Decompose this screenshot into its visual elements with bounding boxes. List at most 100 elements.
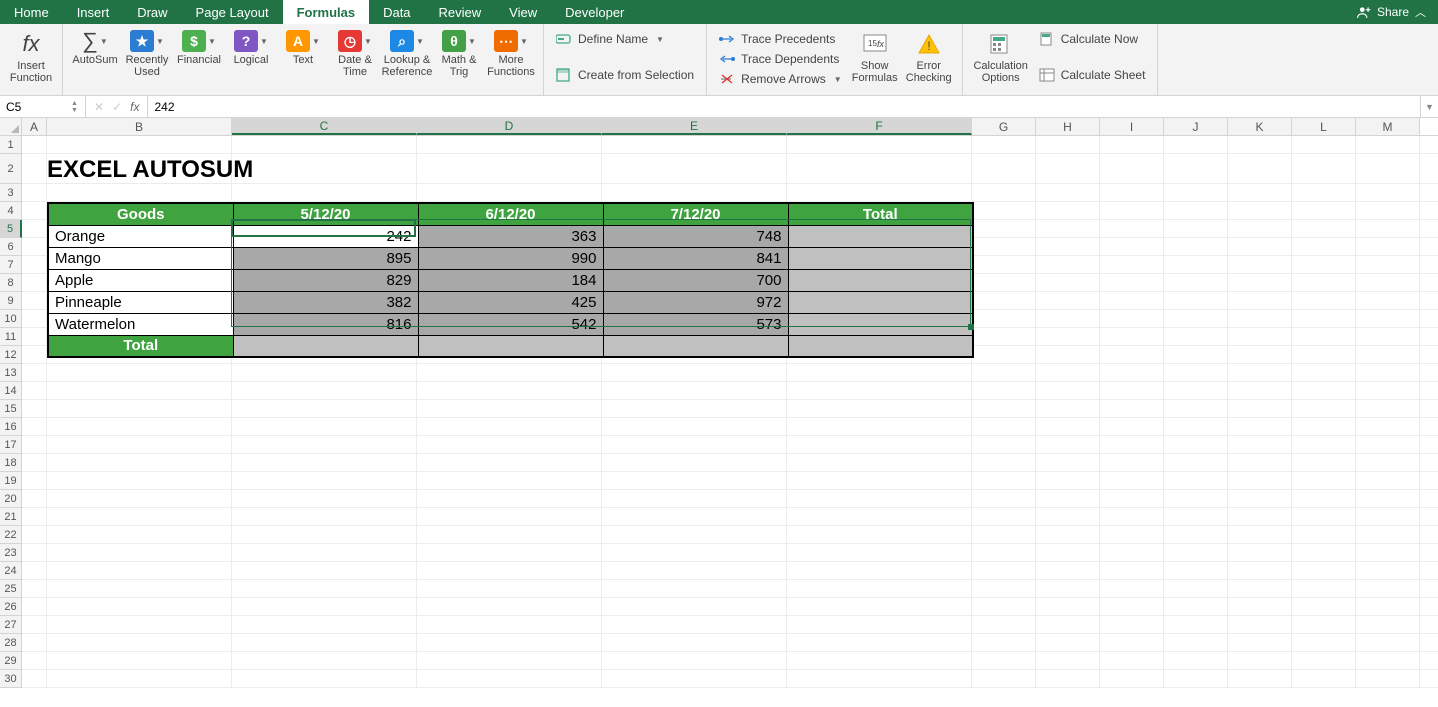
tab-draw[interactable]: Draw <box>123 0 181 24</box>
table-header[interactable]: Goods <box>48 203 233 225</box>
row-header-9[interactable]: 9 <box>0 292 22 310</box>
lookup-button[interactable]: ⌕▼Lookup &Reference <box>381 28 433 78</box>
column-header-D[interactable]: D <box>417 118 602 135</box>
row-header-17[interactable]: 17 <box>0 436 22 454</box>
fx-icon[interactable]: fx <box>130 100 139 114</box>
column-header-E[interactable]: E <box>602 118 787 135</box>
error-checking-button[interactable]: ! ErrorChecking <box>902 28 956 84</box>
column-header-I[interactable]: I <box>1100 118 1164 135</box>
row-header-26[interactable]: 26 <box>0 598 22 616</box>
share-button[interactable]: Share ︿ <box>1345 0 1438 24</box>
table-cell[interactable] <box>788 225 973 247</box>
table-header[interactable]: 7/12/20 <box>603 203 788 225</box>
row-header-16[interactable]: 16 <box>0 418 22 436</box>
row-header-12[interactable]: 12 <box>0 346 22 364</box>
row-header-23[interactable]: 23 <box>0 544 22 562</box>
row-header-13[interactable]: 13 <box>0 364 22 382</box>
row-header-29[interactable]: 29 <box>0 652 22 670</box>
table-cell[interactable] <box>418 335 603 357</box>
row-header-11[interactable]: 11 <box>0 328 22 346</box>
row-header-24[interactable]: 24 <box>0 562 22 580</box>
row-header-8[interactable]: 8 <box>0 274 22 292</box>
more-button[interactable]: ⋯▼MoreFunctions <box>485 28 537 78</box>
logical-button[interactable]: ?▼Logical <box>225 28 277 66</box>
table-total-label[interactable]: Total <box>48 335 233 357</box>
selection-handle[interactable] <box>968 324 974 330</box>
calculation-options-button[interactable]: CalculationOptions <box>969 28 1033 84</box>
name-box[interactable]: C5 ▲▼ <box>0 96 86 117</box>
table-cell[interactable]: 841 <box>603 247 788 269</box>
column-header-K[interactable]: K <box>1228 118 1292 135</box>
row-header-5[interactable]: 5 <box>0 220 22 238</box>
cells-area[interactable]: EXCEL AUTOSUM Goods5/12/206/12/207/12/20… <box>22 136 1438 688</box>
row-header-28[interactable]: 28 <box>0 634 22 652</box>
row-header-30[interactable]: 30 <box>0 670 22 688</box>
row-header-14[interactable]: 14 <box>0 382 22 400</box>
table-cell[interactable] <box>788 247 973 269</box>
table-cell[interactable]: 990 <box>418 247 603 269</box>
table-cell[interactable]: 573 <box>603 313 788 335</box>
row-header-4[interactable]: 4 <box>0 202 22 220</box>
table-cell[interactable] <box>788 335 973 357</box>
table-header[interactable]: Total <box>788 203 973 225</box>
row-header-20[interactable]: 20 <box>0 490 22 508</box>
name-box-spinner[interactable]: ▲▼ <box>71 96 83 117</box>
column-header-A[interactable]: A <box>22 118 47 135</box>
table-cell[interactable] <box>233 335 418 357</box>
row-header-2[interactable]: 2 <box>0 154 22 184</box>
column-header-L[interactable]: L <box>1292 118 1356 135</box>
row-header-7[interactable]: 7 <box>0 256 22 274</box>
remove-arrows-button[interactable]: Remove Arrows ▼ <box>717 70 844 88</box>
table-cell[interactable]: 425 <box>418 291 603 313</box>
table-cell[interactable]: Watermelon <box>48 313 233 335</box>
autosum-button[interactable]: ∑▼AutoSum <box>69 28 121 66</box>
tab-formulas[interactable]: Formulas <box>283 0 370 24</box>
formula-input[interactable]: 242 <box>148 96 1420 117</box>
table-cell[interactable]: 363 <box>418 225 603 247</box>
table-cell[interactable]: 972 <box>603 291 788 313</box>
table-cell[interactable] <box>788 291 973 313</box>
row-header-10[interactable]: 10 <box>0 310 22 328</box>
table-cell[interactable]: 748 <box>603 225 788 247</box>
show-formulas-button[interactable]: 15fx ShowFormulas <box>848 28 902 84</box>
row-header-15[interactable]: 15 <box>0 400 22 418</box>
row-header-6[interactable]: 6 <box>0 238 22 256</box>
column-header-J[interactable]: J <box>1164 118 1228 135</box>
column-header-F[interactable]: F <box>787 118 972 135</box>
calculate-now-button[interactable]: Calculate Now <box>1037 30 1148 48</box>
table-cell[interactable]: 895 <box>233 247 418 269</box>
enter-icon[interactable]: ✓ <box>112 100 122 114</box>
row-header-18[interactable]: 18 <box>0 454 22 472</box>
table-cell[interactable]: 829 <box>233 269 418 291</box>
tab-developer[interactable]: Developer <box>551 0 638 24</box>
tab-home[interactable]: Home <box>0 0 63 24</box>
table-cell[interactable]: 184 <box>418 269 603 291</box>
column-header-B[interactable]: B <box>47 118 232 135</box>
table-cell[interactable]: 816 <box>233 313 418 335</box>
trace-dependents-button[interactable]: Trace Dependents <box>717 50 844 68</box>
table-cell[interactable] <box>603 335 788 357</box>
row-header-3[interactable]: 3 <box>0 184 22 202</box>
column-header-H[interactable]: H <box>1036 118 1100 135</box>
table-cell[interactable] <box>788 313 973 335</box>
table-header[interactable]: 6/12/20 <box>418 203 603 225</box>
recently-button[interactable]: ★▼RecentlyUsed <box>121 28 173 78</box>
table-cell[interactable]: 242 <box>233 225 418 247</box>
table-cell[interactable] <box>788 269 973 291</box>
row-header-27[interactable]: 27 <box>0 616 22 634</box>
formula-bar-expand[interactable]: ▼ <box>1420 96 1438 117</box>
create-from-selection-button[interactable]: Create from Selection <box>554 66 696 84</box>
tab-insert[interactable]: Insert <box>63 0 124 24</box>
collapse-ribbon-icon[interactable]: ︿ <box>1415 4 1426 20</box>
table-cell[interactable]: 382 <box>233 291 418 313</box>
column-header-C[interactable]: C <box>232 118 417 135</box>
row-header-1[interactable]: 1 <box>0 136 22 154</box>
row-header-25[interactable]: 25 <box>0 580 22 598</box>
table-cell[interactable]: Apple <box>48 269 233 291</box>
tab-data[interactable]: Data <box>369 0 424 24</box>
date-button[interactable]: ◷▼Date &Time <box>329 28 381 78</box>
calculate-sheet-button[interactable]: Calculate Sheet <box>1037 66 1148 84</box>
table-cell[interactable]: 700 <box>603 269 788 291</box>
column-header-M[interactable]: M <box>1356 118 1420 135</box>
tab-page-layout[interactable]: Page Layout <box>182 0 283 24</box>
